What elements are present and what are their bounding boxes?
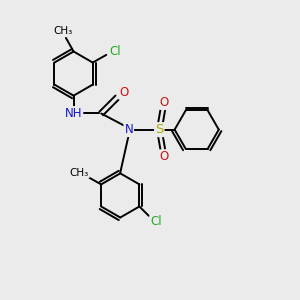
Text: O: O — [160, 150, 169, 163]
Text: O: O — [160, 96, 169, 109]
Text: CH₃: CH₃ — [53, 26, 72, 36]
Text: Cl: Cl — [151, 215, 162, 228]
Text: O: O — [119, 86, 128, 99]
Text: Cl: Cl — [109, 45, 121, 58]
Text: NH: NH — [65, 107, 82, 120]
Text: CH₃: CH₃ — [70, 167, 89, 178]
Text: N: N — [124, 123, 133, 136]
Text: S: S — [155, 123, 164, 136]
